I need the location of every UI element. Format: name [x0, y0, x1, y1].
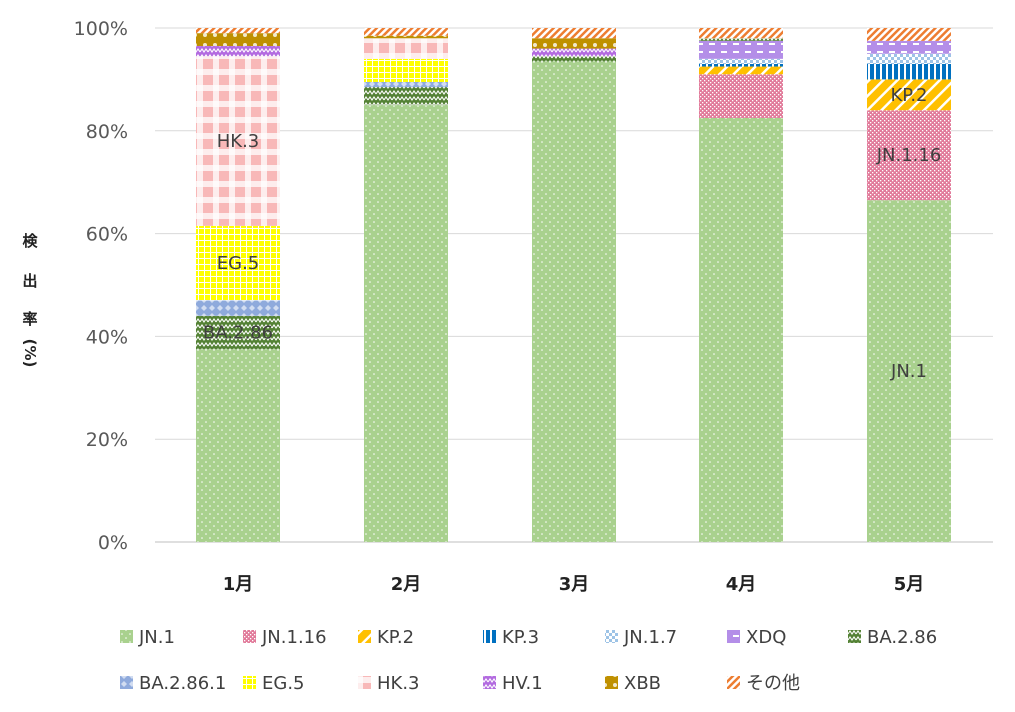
- bar-segment: [867, 200, 951, 542]
- x-tick-label: 4月: [726, 574, 757, 595]
- legend-swatch: [120, 676, 133, 689]
- data-label: EG.5: [217, 253, 260, 274]
- data-label: HK.3: [217, 131, 260, 152]
- bar-stacks: [196, 28, 951, 542]
- legend-swatch: [727, 630, 740, 643]
- y-axis-label: 検: [22, 232, 38, 250]
- bar-segment: [364, 28, 448, 36]
- bar-segment: [196, 225, 280, 301]
- bar-segment: [699, 117, 783, 542]
- bar-segment: [867, 53, 951, 64]
- bar-segment: [196, 45, 280, 57]
- bar-segment: [364, 35, 448, 39]
- legend-label: XBB: [624, 673, 661, 694]
- legend-swatch: [483, 630, 496, 643]
- legend-label: JN.1.7: [623, 627, 677, 648]
- y-axis-label: 出: [22, 272, 37, 290]
- legend-swatch: [243, 676, 256, 689]
- legend-swatch: [848, 630, 861, 643]
- bar-segment: [867, 110, 951, 201]
- x-tick-label: 5月: [894, 574, 925, 595]
- legend-swatch: [358, 630, 371, 643]
- y-tick-label: 0%: [98, 532, 128, 554]
- bar-segment: [364, 58, 448, 82]
- bar-segment: [196, 349, 280, 542]
- data-label: KP.2: [890, 85, 927, 106]
- y-axis-label: (%): [21, 339, 39, 368]
- legend-swatch: [483, 676, 496, 689]
- y-tick-label: 60%: [86, 224, 128, 246]
- bar-segment: [699, 40, 783, 59]
- bar-segment: [699, 63, 783, 67]
- legend-swatch: [120, 630, 133, 643]
- legend-swatch: [358, 676, 371, 689]
- legend-label: その他: [746, 673, 800, 694]
- x-tick-label: 1月: [223, 574, 254, 595]
- bar-segment: [196, 56, 280, 226]
- bar-segment: [867, 63, 951, 80]
- bar-segment: [867, 40, 951, 54]
- bar-segment: [699, 28, 783, 39]
- y-tick-label: 100%: [74, 18, 128, 40]
- legend-label: EG.5: [262, 673, 305, 694]
- legend-label: BA.2.86.1: [139, 673, 226, 694]
- data-labels: BA.2.86 EG.5 HK.3 JN.1 JN.1.16 KP.2: [203, 85, 941, 382]
- y-tick-label: 40%: [86, 326, 128, 348]
- bar-segment: [196, 300, 280, 316]
- data-label: BA.2.86: [203, 323, 273, 344]
- bar-segment: [364, 38, 448, 59]
- legend-label: KP.2: [377, 627, 414, 648]
- legend-label: JN.1: [138, 627, 175, 648]
- y-tick-label: 20%: [86, 429, 128, 451]
- x-tick-label: 3月: [559, 574, 590, 595]
- bar-segment: [532, 38, 616, 49]
- bar-segment: [364, 81, 448, 88]
- legend-swatch: [727, 676, 740, 689]
- bar-segment: [532, 56, 616, 62]
- bar-segment: [196, 33, 280, 46]
- legend-swatch: [605, 676, 618, 689]
- data-label: JN.1: [890, 361, 927, 382]
- bar-segment: [699, 74, 783, 118]
- bar-segment: [699, 38, 783, 41]
- legend-label: HK.3: [377, 673, 420, 694]
- bar-segment: [532, 48, 616, 57]
- legend-label: KP.3: [502, 627, 539, 648]
- legend-label: JN.1.16: [261, 627, 327, 648]
- x-tick-label: 2月: [391, 574, 422, 595]
- bar-segment: [699, 58, 783, 64]
- bar-segment: [699, 66, 783, 75]
- legend-label: BA.2.86: [867, 627, 937, 648]
- bar-segment: [364, 87, 448, 106]
- y-axis-label: 率: [22, 310, 37, 328]
- bar-segment: [532, 61, 616, 542]
- data-label: JN.1.16: [876, 145, 942, 166]
- legend-swatch: [605, 630, 618, 643]
- legend-label: XDQ: [746, 627, 786, 648]
- bar-segment: [867, 79, 951, 111]
- bar-segment: [196, 28, 280, 34]
- legend-label: HV.1: [502, 673, 543, 694]
- bar-segment: [364, 105, 448, 542]
- bar-segment: [532, 28, 616, 39]
- legend: JN.1 JN.1.16 KP.2 KP.3 JN.1.7 XDQ BA.2.86 BA.2.…: [120, 627, 937, 694]
- axes: 0% 20% 40% 60% 80% 100% 検出率 (%) 1月 2月 3月 4月 5月: [21, 18, 924, 595]
- legend-swatch: [243, 630, 256, 643]
- bar-segment: [867, 28, 951, 41]
- y-tick-label: 80%: [86, 121, 128, 143]
- bar-segment: [196, 315, 280, 350]
